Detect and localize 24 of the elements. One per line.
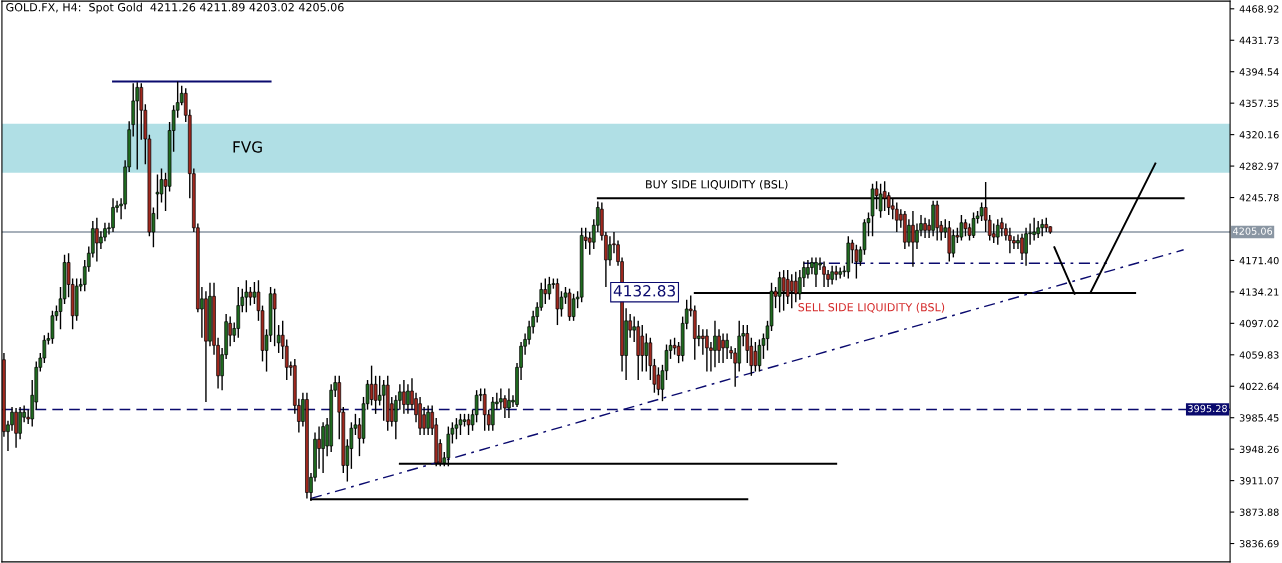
- ref-line-label: 3995.28: [1188, 404, 1227, 413]
- y-tick-label: 4022.64: [1239, 382, 1279, 391]
- ref-line-label: 4205.06: [1233, 227, 1273, 235]
- y-tick-label: 4134.21: [1239, 288, 1279, 296]
- y-tick-label: 4357.35: [1239, 99, 1279, 107]
- annotation: BUY SIDE LIQUIDITY (BSL): [646, 179, 788, 190]
- y-tick-label: 4394.54: [1239, 68, 1279, 76]
- band-label: FVG: [233, 141, 262, 153]
- y-tick-label: 4059.83: [1239, 351, 1279, 359]
- chart-title: GOLD.FX, H4: Spot Gold 4211.26 4211.89 4203.02 4205.06: [6, 2, 344, 14]
- annotation: 4132.83: [613, 285, 675, 297]
- y-tick-label: 4431.73: [1239, 36, 1279, 45]
- y-tick-label: 4320.16: [1239, 131, 1279, 139]
- y-tick-label: 3911.07: [1239, 477, 1279, 485]
- y-tick-label: 4171.40: [1239, 256, 1279, 265]
- y-tick-label: 3836.69: [1239, 540, 1279, 548]
- annotation: SELL SIDE LIQUIDITY (BSL): [798, 302, 945, 313]
- y-tick-label: 4468.92: [1239, 5, 1279, 13]
- y-tick-label: 3985.45: [1239, 414, 1279, 422]
- y-tick-label: 4282.97: [1239, 162, 1279, 170]
- y-tick-label: 3948.26: [1239, 445, 1279, 453]
- y-tick-label: 3873.88: [1239, 508, 1279, 516]
- y-tick-label: 4097.02: [1239, 319, 1279, 328]
- y-tick-label: 4245.78: [1239, 194, 1279, 202]
